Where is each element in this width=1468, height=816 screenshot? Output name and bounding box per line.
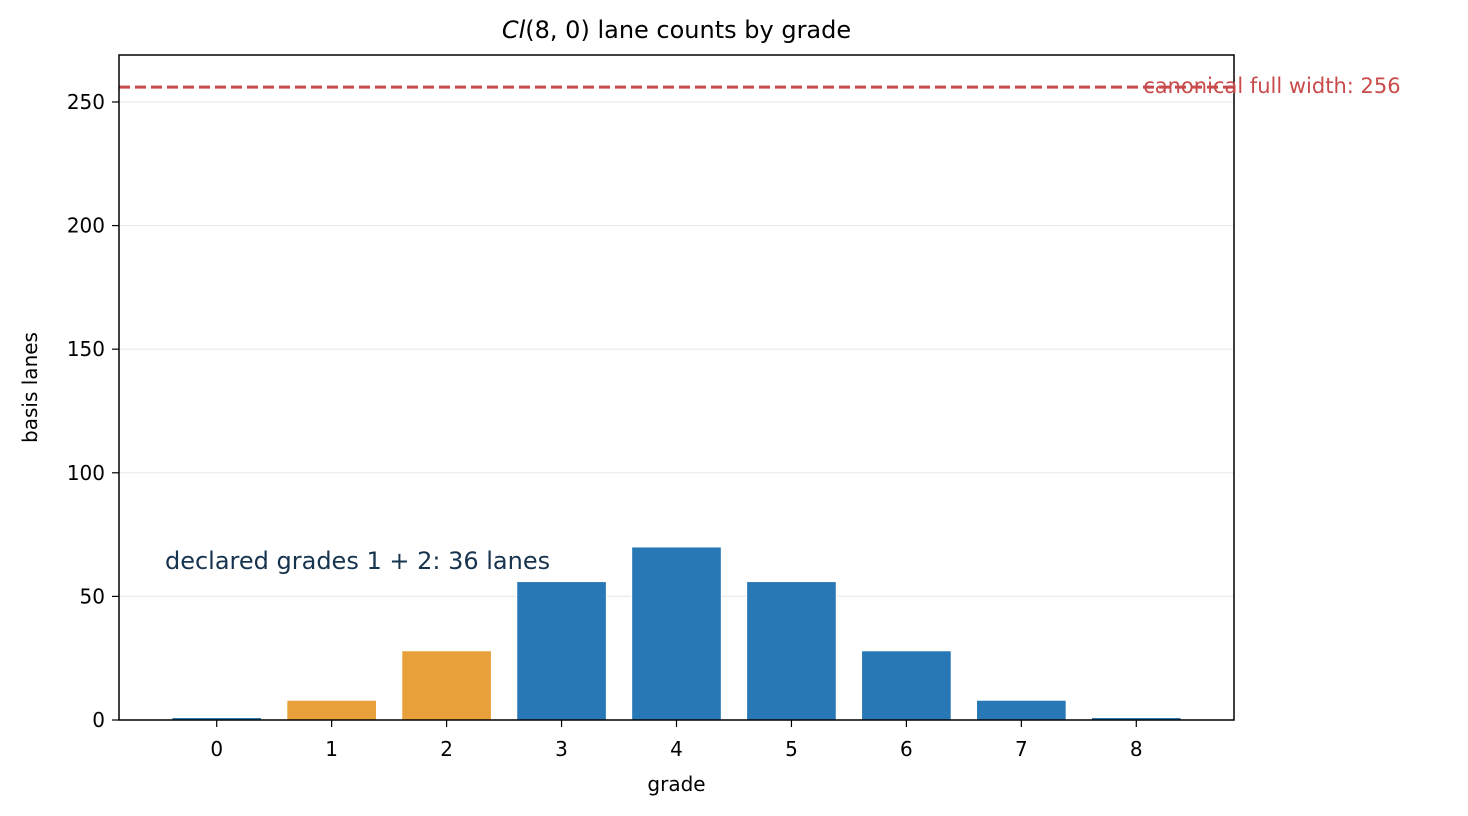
x-tick-label: 4 [670, 737, 683, 761]
x-tick-label: 7 [1015, 737, 1028, 761]
x-tick-label: 2 [440, 737, 453, 761]
bar-grade-3 [516, 581, 607, 721]
y-tick-label: 150 [67, 337, 105, 361]
title-rest: lane counts by grade [590, 16, 851, 44]
x-axis-title: grade [647, 772, 705, 796]
x-tick-label: 5 [785, 737, 798, 761]
x-tick-label: 0 [210, 737, 223, 761]
x-tick-label: 6 [900, 737, 913, 761]
y-tick-label: 0 [92, 708, 105, 732]
x-axis-ticks: 0 1 2 3 4 5 6 7 8 [210, 720, 1143, 761]
title-args: (8, 0) [525, 16, 590, 44]
bar-grade-2 [401, 650, 492, 721]
bars [171, 546, 1182, 721]
y-axis-title: basis lanes [18, 332, 42, 443]
x-tick-label: 3 [555, 737, 568, 761]
y-tick-label: 250 [67, 90, 105, 114]
x-tick-label: 8 [1130, 737, 1143, 761]
reference-line-label: canonical full width: 256 [1143, 74, 1400, 98]
bar-grade-1 [286, 699, 377, 721]
title-prefix: Cl [502, 16, 526, 44]
bar-grade-7 [976, 699, 1067, 721]
y-tick-label: 200 [67, 214, 105, 238]
bar-grade-4 [631, 546, 722, 721]
x-tick-label: 1 [325, 737, 338, 761]
chart-title: Cl(8, 0) lane counts by grade [502, 16, 851, 44]
y-tick-label: 50 [80, 584, 105, 608]
bar-grade-5 [746, 581, 837, 721]
y-tick-label: 100 [67, 461, 105, 485]
bar-grade-6 [861, 650, 952, 721]
annotation-text: declared grades 1 + 2: 36 lanes [165, 547, 550, 575]
y-axis-ticks: 0 50 100 150 200 250 [67, 90, 119, 732]
